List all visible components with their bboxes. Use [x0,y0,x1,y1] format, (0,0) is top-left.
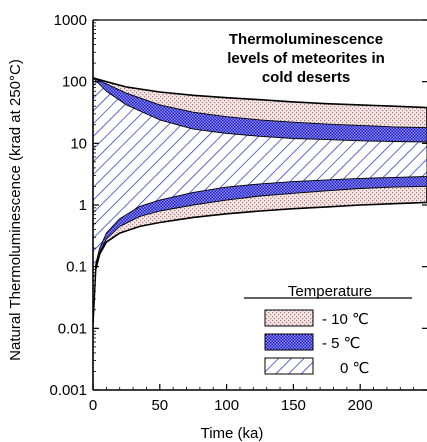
y-tick-label: 1000 [54,12,87,29]
tick-layer: 0.001 0.01 0.1 1 10 100 1000 0 50 100 150 200 [49,12,427,414]
y-tick-label: 0.1 [66,259,87,276]
band-layer [93,77,427,325]
title-line-3: cold deserts [262,69,350,86]
title-line-1: Thermoluminescence [229,31,383,48]
y-tick-label: 10 [70,135,87,152]
legend-label-minus5: - 5 ℃ [322,335,361,352]
legend-label-zero: 0 ℃ [340,360,369,377]
legend: Temperature - 10 ℃ - 5 ℃ 0 ℃ [244,283,412,377]
legend-swatch-minus10 [264,309,314,327]
x-tick-label: 50 [151,397,168,414]
y-tick-label: 100 [62,74,87,91]
band-0C [93,77,427,324]
x-tick-label: 150 [281,397,306,414]
title-line-2: levels of meteorites in [227,50,385,67]
chart-title: Thermoluminescence levels of meteorites … [227,31,385,86]
x-tick-label: 0 [89,397,97,414]
y-tick-label: 0.01 [58,320,87,337]
legend-swatch-zero [264,357,314,375]
y-tick-label: 0.001 [49,382,87,399]
x-tick-label: 100 [214,397,239,414]
legend-title: Temperature [288,283,372,300]
x-tick-label: 200 [348,397,373,414]
y-tick-label: 1 [79,197,87,214]
legend-label-minus10: - 10 ℃ [322,311,369,328]
x-axis-label: Time (ka) [201,425,264,442]
y-axis-label: Natural Thermoluminescence (krad at 250°… [7,59,24,361]
legend-swatch-minus5 [264,333,314,351]
